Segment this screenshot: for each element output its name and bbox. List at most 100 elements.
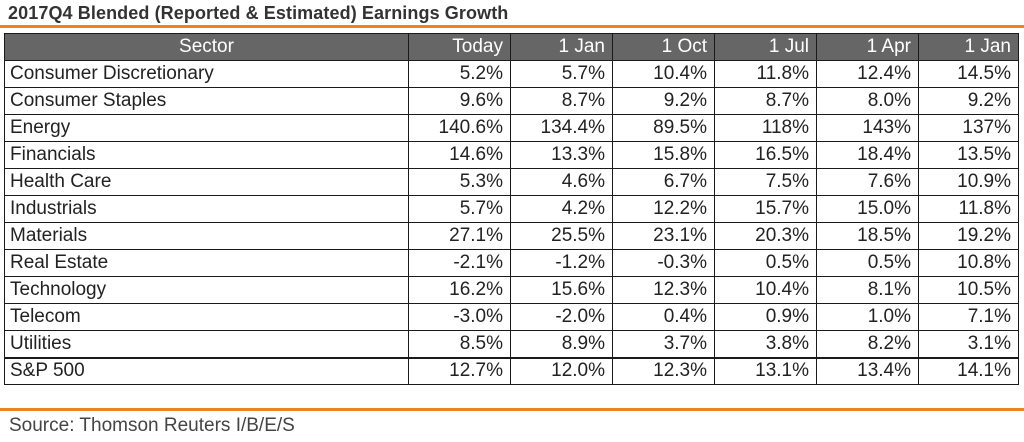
sector-name-cell: Health Care: [4, 168, 409, 196]
sector-name-cell: Industrials: [4, 195, 409, 223]
growth-value-cell: 18.4%: [816, 141, 919, 169]
table-body: Consumer Discretionary 5.2% 5.7% 10.4% 11.8%…: [4, 60, 1019, 385]
growth-value-cell: 5.7%: [408, 195, 511, 223]
table-row: Energy 140.6% 134.4% 89.5% 118% 143% 137%: [4, 114, 1019, 142]
column-header: Sector: [4, 33, 409, 61]
growth-value-cell: 12.3%: [612, 276, 715, 304]
table-row: Utilities 8.5% 8.9% 3.7% 3.8% 8.2% 3.1%: [4, 330, 1019, 358]
source-note: Source: Thomson Reuters I/B/E/S: [9, 415, 295, 436]
growth-value-cell: 16.2%: [408, 276, 511, 304]
growth-value-cell: 12.7%: [408, 356, 511, 385]
table-row: Real Estate -2.1% -1.2% -0.3% 0.5% 0.5% 10.8%: [4, 249, 1019, 277]
sector-name-cell: Real Estate: [4, 249, 409, 277]
column-header: Today: [408, 33, 511, 61]
column-header: 1 Jan: [510, 33, 613, 61]
growth-value-cell: 27.1%: [408, 222, 511, 250]
earnings-growth-table: Sector Today 1 Jan 1 Oct 1 Jul 1 Apr 1 J…: [4, 33, 1019, 385]
bottom-accent-rule: [0, 408, 1024, 411]
growth-value-cell: 7.1%: [918, 303, 1019, 331]
sector-name-cell: Energy: [4, 114, 409, 142]
growth-value-cell: 18.5%: [816, 222, 919, 250]
growth-value-cell: 8.2%: [816, 330, 919, 358]
growth-value-cell: 25.5%: [510, 222, 613, 250]
column-header: 1 Jul: [714, 33, 817, 61]
growth-value-cell: 5.7%: [510, 60, 613, 88]
sector-name-cell: Consumer Discretionary: [4, 60, 409, 88]
sector-name-cell: Consumer Staples: [4, 87, 409, 115]
growth-value-cell: 11.8%: [918, 195, 1019, 223]
growth-value-cell: 3.8%: [714, 330, 817, 358]
growth-value-cell: 19.2%: [918, 222, 1019, 250]
table-row: Consumer Discretionary 5.2% 5.7% 10.4% 11.8%…: [4, 60, 1019, 88]
growth-value-cell: 8.1%: [816, 276, 919, 304]
growth-value-cell: 13.1%: [714, 356, 817, 385]
growth-value-cell: 10.8%: [918, 249, 1019, 277]
growth-value-cell: -1.2%: [510, 249, 613, 277]
growth-value-cell: 3.1%: [918, 330, 1019, 358]
growth-value-cell: 0.4%: [612, 303, 715, 331]
table-header-row: Sector Today 1 Jan 1 Oct 1 Jul 1 Apr 1 J…: [4, 33, 1019, 61]
growth-value-cell: 15.8%: [612, 141, 715, 169]
growth-value-cell: 134.4%: [510, 114, 613, 142]
growth-value-cell: 0.9%: [714, 303, 817, 331]
growth-value-cell: 137%: [918, 114, 1019, 142]
top-accent-rule: [0, 25, 1024, 28]
growth-value-cell: 10.4%: [714, 276, 817, 304]
growth-value-cell: 4.6%: [510, 168, 613, 196]
growth-value-cell: 12.4%: [816, 60, 919, 88]
growth-value-cell: 14.6%: [408, 141, 511, 169]
growth-value-cell: 143%: [816, 114, 919, 142]
growth-value-cell: 14.5%: [918, 60, 1019, 88]
sector-name-cell: Materials: [4, 222, 409, 250]
growth-value-cell: 0.5%: [714, 249, 817, 277]
growth-value-cell: 7.5%: [714, 168, 817, 196]
growth-value-cell: 12.2%: [612, 195, 715, 223]
growth-value-cell: 140.6%: [408, 114, 511, 142]
growth-value-cell: 15.7%: [714, 195, 817, 223]
table-row: Health Care 5.3% 4.6% 6.7% 7.5% 7.6% 10.9%: [4, 168, 1019, 196]
growth-value-cell: 12.3%: [612, 356, 715, 385]
growth-value-cell: 5.3%: [408, 168, 511, 196]
growth-value-cell: 10.9%: [918, 168, 1019, 196]
sector-name-cell: Financials: [4, 141, 409, 169]
growth-value-cell: 11.8%: [714, 60, 817, 88]
growth-value-cell: 4.2%: [510, 195, 613, 223]
chart-title: 2017Q4 Blended (Reported & Estimated) Ea…: [8, 3, 509, 23]
growth-value-cell: 8.5%: [408, 330, 511, 358]
sector-name-cell: Utilities: [4, 330, 409, 358]
sector-name-cell: Technology: [4, 276, 409, 304]
growth-value-cell: 6.7%: [612, 168, 715, 196]
growth-value-cell: -2.0%: [510, 303, 613, 331]
growth-value-cell: -3.0%: [408, 303, 511, 331]
growth-value-cell: 3.7%: [612, 330, 715, 358]
growth-value-cell: 14.1%: [918, 356, 1019, 385]
sector-name-cell: S&P 500: [4, 356, 409, 385]
growth-value-cell: 15.6%: [510, 276, 613, 304]
growth-value-cell: 15.0%: [816, 195, 919, 223]
growth-value-cell: 8.7%: [714, 87, 817, 115]
table-row: Consumer Staples 9.6% 8.7% 9.2% 8.7% 8.0% 9.2%: [4, 87, 1019, 115]
growth-value-cell: 1.0%: [816, 303, 919, 331]
table-row: Telecom -3.0% -2.0% 0.4% 0.9% 1.0% 7.1%: [4, 303, 1019, 331]
growth-value-cell: 118%: [714, 114, 817, 142]
table-row: Financials 14.6% 13.3% 15.8% 16.5% 18.4% 13.5%: [4, 141, 1019, 169]
growth-value-cell: 23.1%: [612, 222, 715, 250]
growth-value-cell: 13.5%: [918, 141, 1019, 169]
growth-value-cell: 9.2%: [918, 87, 1019, 115]
growth-value-cell: 12.0%: [510, 356, 613, 385]
sector-name-cell: Telecom: [4, 303, 409, 331]
column-header: 1 Apr: [816, 33, 919, 61]
growth-value-cell: 9.6%: [408, 87, 511, 115]
column-header: 1 Oct: [612, 33, 715, 61]
growth-value-cell: 10.5%: [918, 276, 1019, 304]
total-row: S&P 500 12.7% 12.0% 12.3% 13.1% 13.4% 14.1%: [4, 356, 1019, 385]
growth-value-cell: 8.0%: [816, 87, 919, 115]
column-header: 1 Jan: [918, 33, 1019, 61]
growth-value-cell: 8.9%: [510, 330, 613, 358]
growth-value-cell: 8.7%: [510, 87, 613, 115]
growth-value-cell: 13.4%: [816, 356, 919, 385]
growth-value-cell: 7.6%: [816, 168, 919, 196]
growth-value-cell: 0.5%: [816, 249, 919, 277]
growth-value-cell: -2.1%: [408, 249, 511, 277]
growth-value-cell: 10.4%: [612, 60, 715, 88]
